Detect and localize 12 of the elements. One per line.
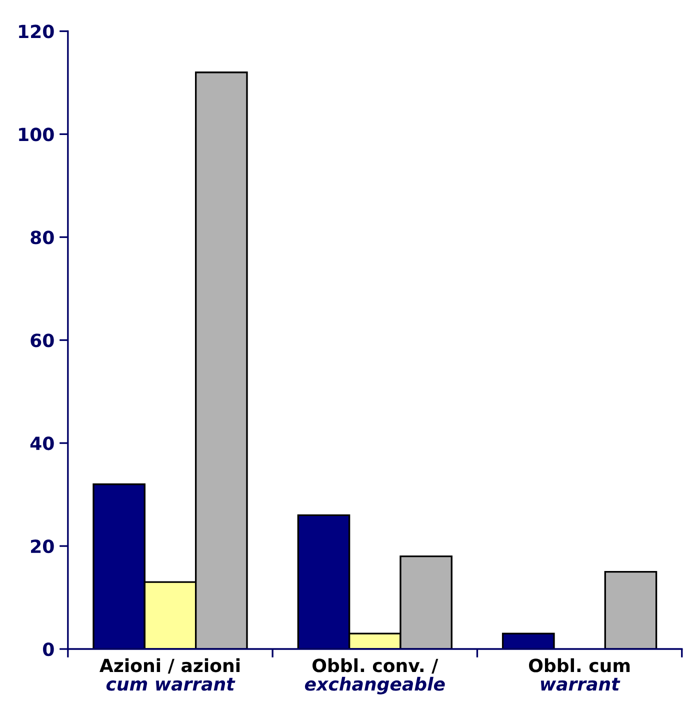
bar	[604, 570, 658, 650]
y-tick-label: 0	[43, 642, 54, 656]
y-tick-label: 40	[30, 436, 54, 450]
x-tick-label: Obbl. cum warrant	[529, 658, 630, 691]
y-tick-label: 60	[30, 334, 54, 348]
y-tick-label: 120	[19, 24, 54, 38]
y-tick-label: 20	[31, 540, 54, 554]
x-tick-label: Obbl. conv. / exchangeable	[304, 658, 445, 694]
x-tick-label: Azioni / azioni cum warrant	[100, 658, 240, 691]
bar	[502, 632, 555, 650]
y-tick-label: 100	[19, 128, 54, 142]
y-tick-label: 80	[30, 230, 54, 244]
